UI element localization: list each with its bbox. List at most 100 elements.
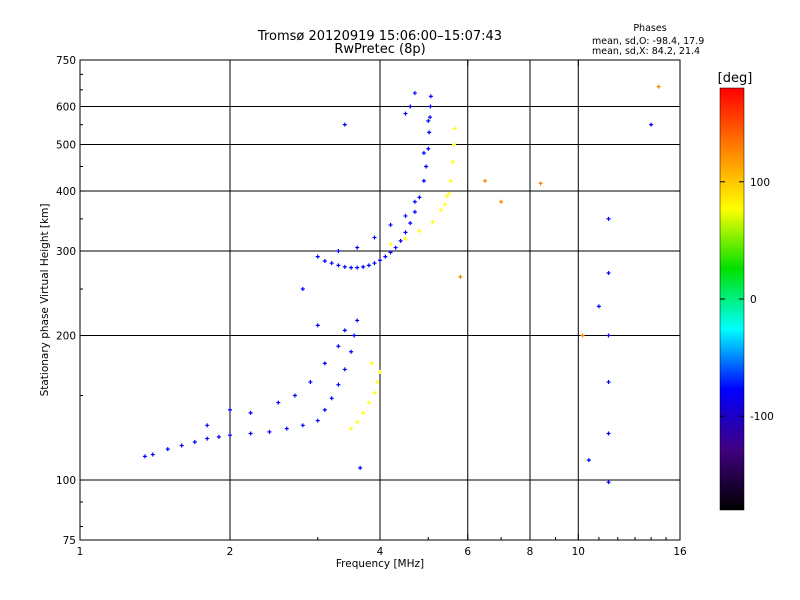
echo-point (428, 104, 433, 109)
echo-point (179, 443, 184, 448)
echo-point (427, 130, 432, 135)
echo-point (378, 369, 382, 374)
echo-point (450, 159, 455, 164)
x-tick-label: 8 (527, 546, 534, 558)
phase-stats-x-mode: mean, sd,X: 84.2, 21.4 (592, 46, 700, 57)
y-tick-label: 400 (56, 186, 76, 198)
echo-point (372, 235, 377, 240)
echo-point (424, 164, 429, 169)
y-tick-label: 75 (63, 535, 76, 547)
y-tick-label: 200 (56, 331, 76, 343)
echo-point (606, 216, 611, 221)
y-tick-label: 750 (56, 55, 76, 67)
y-tick-label: 100 (56, 475, 76, 487)
echo-point (444, 194, 449, 199)
echo-point (412, 91, 417, 96)
echo-point (216, 434, 221, 439)
echo-point (438, 208, 443, 213)
echo-point (329, 261, 334, 266)
x-tick-label: 2 (227, 546, 234, 558)
echo-point (430, 219, 435, 224)
echo-point (329, 396, 334, 401)
echo-point (300, 287, 305, 292)
echo-point (342, 328, 347, 333)
echo-point (228, 433, 232, 438)
x-axis-label: Frequency [MHz] (336, 558, 424, 570)
echo-point (408, 221, 413, 226)
x-tick-label: 16 (673, 546, 687, 558)
echo-point (403, 213, 408, 218)
axis-ticks: 1 2 4 6 8 10 16 75 100 200 300 400 500 600 750 (56, 55, 687, 558)
echo-point (586, 458, 591, 463)
echo-point (393, 245, 398, 250)
echo-point (192, 440, 197, 445)
echo-point (649, 122, 654, 127)
echo-point (375, 380, 380, 385)
echo-point (205, 423, 210, 428)
x-tick-label: 1 (77, 546, 84, 558)
echo-point (417, 195, 422, 200)
echo-point (315, 323, 320, 328)
echo-point (349, 426, 354, 431)
echo-point (372, 261, 377, 266)
echo-point (388, 222, 393, 227)
echo-point (355, 318, 360, 323)
echo-point (383, 254, 388, 259)
colorbar-label: [deg] (718, 71, 753, 86)
echo-point (412, 209, 417, 214)
y-tick-label: 500 (56, 140, 76, 152)
echo-point (403, 230, 408, 235)
echo-point (606, 333, 611, 338)
echo-point (656, 84, 661, 89)
x-tick-label: 4 (377, 546, 384, 558)
echo-point (451, 142, 456, 147)
echo-point (426, 118, 431, 123)
echo-point (355, 265, 360, 270)
echo-point (308, 380, 313, 385)
echo-point (349, 265, 354, 270)
y-tick-label: 600 (56, 102, 76, 114)
echo-point (369, 361, 374, 366)
echo-point (228, 407, 232, 412)
echo-point (442, 202, 447, 207)
echo-point (248, 431, 253, 436)
echo-point (205, 436, 210, 441)
echo-point (284, 426, 289, 431)
echo-point (483, 178, 488, 183)
echo-point (428, 94, 433, 99)
echo-point (606, 431, 611, 436)
echo-point (428, 115, 433, 120)
echo-point (366, 400, 371, 405)
echo-point (606, 380, 611, 385)
echo-point (388, 242, 393, 247)
echo-point (292, 393, 297, 398)
colorbar-ticks: 100 0 -100 (720, 177, 774, 423)
echo-point (421, 178, 426, 183)
echo-point (358, 465, 363, 470)
echo-point (342, 264, 347, 269)
echo-point (352, 333, 357, 338)
echo-point (426, 146, 431, 151)
echo-point (378, 258, 382, 263)
echo-point (336, 263, 341, 268)
echo-point (150, 452, 155, 457)
echo-point (342, 122, 347, 127)
echo-point (403, 111, 408, 116)
x-tick-label: 10 (572, 546, 585, 558)
echo-point (452, 126, 457, 131)
echo-point (417, 229, 422, 234)
chart-subtitle: RwPretec (8p) (334, 42, 425, 57)
echo-point (355, 420, 360, 425)
chart-title: Tromsø 20120919 15:06:00–15:07:43 (257, 29, 502, 44)
echo-point (538, 181, 543, 186)
echo-point (596, 304, 601, 309)
echo-point (322, 407, 327, 412)
x-tick-label: 6 (464, 546, 471, 558)
colorbar-tick-label: -100 (750, 411, 774, 423)
echo-points (142, 84, 661, 485)
echo-point (142, 454, 147, 459)
echo-point (322, 258, 327, 263)
echo-point (446, 191, 451, 196)
echo-point (315, 418, 320, 423)
